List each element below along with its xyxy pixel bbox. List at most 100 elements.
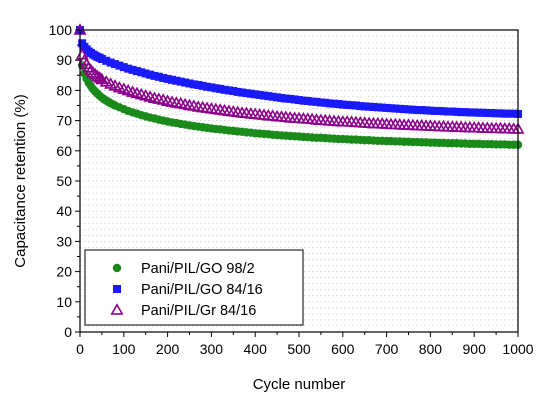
data-point-square [509,109,518,118]
data-point-triangle [93,71,107,83]
data-point-square [448,107,457,116]
legend-item: Pani/PIL/GO 84/16 [113,282,263,298]
x-tick-label: 1000 [502,341,533,357]
data-point-square [492,109,501,118]
data-point-square [115,61,124,70]
data-point-square [465,108,474,117]
y-tick-label: 100 [49,22,73,38]
data-point-square [154,72,163,81]
data-point-square [172,76,181,85]
data-point-square [404,105,413,114]
x-tick-label: 0 [76,341,84,357]
y-axis-title: Capacitance retention (%) [12,94,29,267]
data-point-square [443,107,452,116]
data-point-square [312,97,321,106]
data-point-square [194,80,203,89]
data-point-square [395,104,404,113]
data-point-square [505,109,514,118]
series-triangle-open [73,23,525,134]
data-point-square [277,93,286,102]
data-point-square [242,89,251,98]
y-tick-label: 40 [56,203,72,219]
data-point-square [382,103,391,112]
data-point-square [181,78,190,87]
x-tick-label: 300 [200,341,224,357]
legend-label: Pani/PIL/Gr 84/16 [141,303,256,319]
data-point-square [128,65,137,74]
data-point-square [229,87,238,96]
x-tick-label: 100 [112,341,136,357]
y-tick-label: 70 [56,113,72,129]
y-tick-label: 60 [56,143,72,159]
data-point-square [330,99,339,108]
data-point-square [220,85,229,94]
data-point-circle [112,263,122,273]
data-point-square [198,81,207,90]
data-point-square [159,74,168,83]
legend: Pani/PIL/GO 98/2 Pani/PIL/GO 84/16 Pani/PI… [84,249,304,326]
data-point-square [487,109,496,118]
data-point-square [141,69,150,78]
data-point-square [408,105,417,114]
legend-item: Pani/PIL/GO 98/2 [112,261,255,277]
data-point-square [211,84,220,93]
data-point-square [470,108,479,117]
series-circle [75,25,523,149]
data-point-square [233,87,242,96]
data-point-square [255,90,264,99]
data-point-square [268,92,277,101]
data-point-square [426,106,435,115]
data-point-square [356,102,365,111]
data-point-square [111,60,120,69]
data-point-square [321,98,330,107]
data-point-square [290,95,299,104]
series-square [76,26,522,118]
data-point-square [457,108,466,117]
x-tick-label: 900 [463,341,487,357]
data-point-square [238,88,247,97]
data-point-square [102,56,111,65]
data-point-square [435,106,444,115]
x-tick-label: 800 [419,341,443,357]
data-point-square [386,104,395,113]
data-point-square [365,102,374,111]
data-point-square [369,103,378,112]
data-point-square [137,68,146,77]
data-point-square [106,58,115,67]
data-point-square [150,71,159,80]
data-point-square [216,84,225,93]
data-point-square [286,94,295,103]
data-point-square [391,104,400,113]
data-point-square [325,99,334,108]
x-tick-label: 600 [331,341,355,357]
data-point-square [360,102,369,111]
data-point-square [246,89,255,98]
data-point-square [207,83,216,92]
data-point-square [224,86,233,95]
data-point-square [299,96,308,105]
data-point-square [97,54,106,63]
data-point-square [334,99,343,108]
data-point-square [378,103,387,112]
data-point-square [264,92,273,101]
data-point-square [338,100,347,109]
data-point-square [483,109,492,118]
data-point-square [203,82,212,91]
data-point-square [400,105,409,114]
data-point-square [273,93,282,102]
data-point-square [185,79,194,88]
data-point-square [124,64,133,73]
data-point-square [163,74,172,83]
y-tick-label: 10 [56,294,72,310]
y-tick-label: 90 [56,52,72,68]
data-point-square [251,90,260,99]
data-point-square [500,109,509,118]
data-point-triangle [88,67,102,80]
y-tick-label: 30 [56,233,72,249]
data-point-square [351,101,360,110]
x-axis-title: Cycle number [253,376,346,393]
data-point-square [422,106,431,115]
data-point-square [308,97,317,106]
